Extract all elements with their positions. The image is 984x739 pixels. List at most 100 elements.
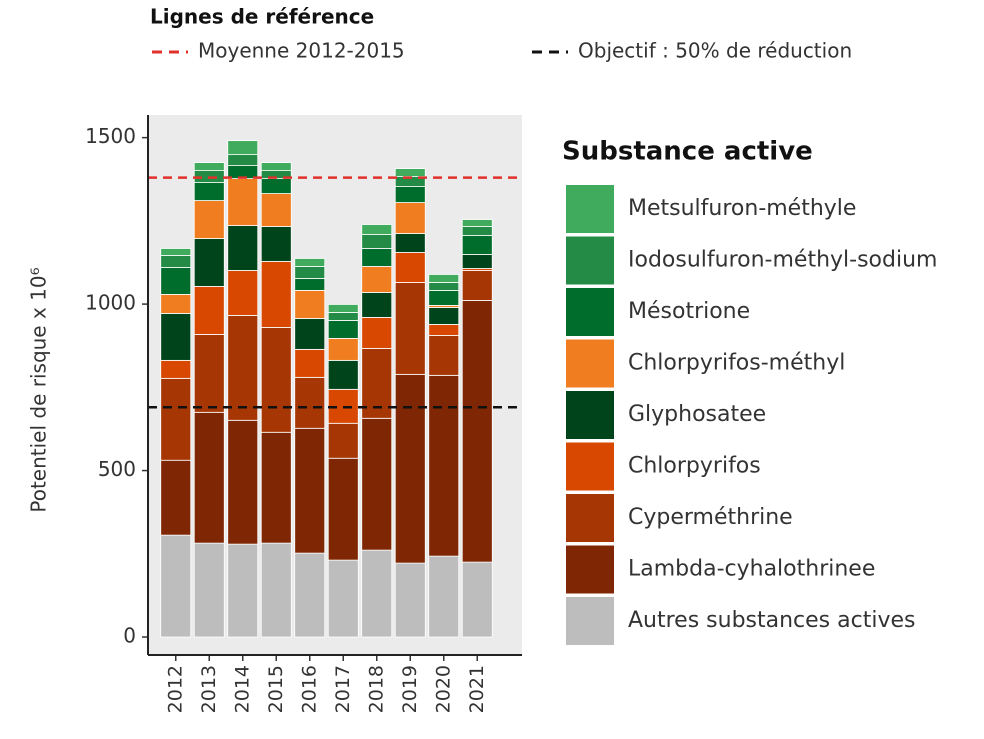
x-tick-label: 2019 [399,665,421,713]
bar-segment [160,267,192,295]
bar-segment [160,294,192,314]
legend-label: Cyperméthrine [628,505,793,530]
bar-segment [160,459,192,536]
x-tick-label: 2020 [432,665,454,713]
bar-segment [461,226,493,236]
bar-segment [227,315,259,421]
y-axis-label: Potentiel de risque x 10⁶ [27,267,51,512]
bar-segment [361,234,393,249]
x-tick-label: 2014 [231,665,253,713]
legend-label: Chlorpyrifos-méthyl [628,351,845,376]
bar-segment [193,162,225,171]
bar-segment [294,376,326,429]
bar-segment [294,290,326,319]
bar-segment [461,270,493,301]
bar-segment [160,377,192,461]
legend-swatch [566,339,614,388]
legend-label: Glyphosatee [628,402,766,427]
x-tick-label: 2021 [466,665,488,713]
legend-swatch [566,391,614,439]
bar-segment [428,282,460,291]
bar-segment [193,286,225,335]
bar-segment [361,266,393,293]
bar-segment [260,431,292,544]
bar-segment [160,313,192,361]
bar-segment [428,374,460,557]
bar-segment [428,334,460,376]
bar-segment [361,417,393,551]
bar-segment [294,258,326,267]
bar-segment [394,233,426,253]
bar-segment [361,248,393,267]
bar-segment [327,422,359,459]
bar-segment [193,238,225,287]
y-tick-label: 1000 [85,291,136,315]
bar-segment [227,270,259,316]
bar-segment [260,327,292,433]
x-tick-label: 2017 [332,665,354,713]
legend-label: Lambda-cyhalothrinee [628,557,875,582]
bar-segment [260,261,292,328]
x-tick-label: 2016 [298,665,320,713]
bar-segment [361,317,393,349]
bar-segment [327,320,359,339]
bar-segment [394,186,426,203]
reference-title: Lignes de référence [150,5,374,29]
bar-segment [327,312,359,321]
bar-segment [227,419,259,545]
bar-segment [461,235,493,255]
bar-segment [160,359,192,379]
bar-segment [260,226,292,262]
bar-segment [361,292,393,318]
legend-swatch [566,545,614,594]
bar-segment [260,178,292,194]
bar-segment [428,290,460,306]
legend-swatch [566,236,614,285]
legend-label: Chlorpyrifos [628,454,761,479]
bar-segment [227,140,259,156]
y-tick-label: 0 [123,624,136,648]
bar-segment [294,348,326,378]
legend-swatch [566,288,614,336]
bar-segment [193,333,225,413]
bar-segment [193,200,225,239]
bar-segment [394,168,426,177]
reference-legend-label: Moyenne 2012-2015 [198,39,405,63]
legend-swatch [566,185,614,233]
bar-segment [394,252,426,283]
x-tick-label: 2013 [198,665,220,713]
bar-segment [428,555,460,638]
bar-segment [160,534,192,638]
reference-legend-label: Objectif : 50% de réduction [578,39,852,63]
bar-segment [327,304,359,313]
bar-segment [361,224,393,235]
bar-segment [227,154,259,167]
bar-segment [260,193,292,227]
x-tick-label: 2018 [365,665,387,713]
legend-title: Substance active [562,137,813,167]
bar-segment [461,300,493,563]
bar-segment [193,182,225,201]
legend-label: Iodosulfuron-méthyl-sodium [628,248,937,273]
bar-segment [294,266,326,279]
x-tick-label: 2015 [265,665,287,713]
bar-segment [227,178,259,226]
bar-segment [193,411,225,544]
x-tick-label: 2012 [164,665,186,713]
bar-segment [394,373,426,564]
bar-segment [294,278,326,291]
bar-segment [260,542,292,638]
bar-segment [327,457,359,561]
legend-swatch [566,442,614,491]
legend-label: Mésotrione [628,299,750,324]
bar-segment [160,255,192,268]
bar-segment [260,162,292,171]
bar-segment [394,202,426,234]
bar-segment [428,307,460,325]
bar-segment [160,248,192,256]
bar-segment [461,219,493,227]
bar-segment [394,282,426,375]
bar-segment [294,552,326,638]
legend-label: Autres substances actives [628,608,915,633]
bar-segment [461,254,493,269]
